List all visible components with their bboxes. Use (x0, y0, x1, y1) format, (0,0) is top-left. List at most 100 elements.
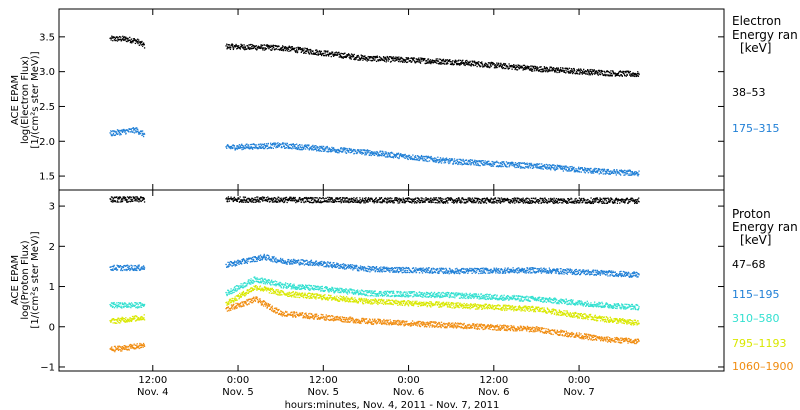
data-point (448, 59, 451, 62)
data-point (530, 67, 532, 69)
data-point (414, 268, 416, 271)
data-point (446, 271, 449, 274)
data-point (533, 65, 535, 67)
data-point (451, 270, 454, 273)
data-point (466, 200, 468, 202)
data-point (433, 197, 435, 199)
data-point (473, 270, 476, 272)
data-point (504, 63, 507, 65)
data-point (531, 65, 533, 67)
data-point (139, 196, 142, 199)
data-point (475, 201, 477, 204)
data-point (619, 75, 621, 77)
data-point (421, 158, 424, 160)
data-point (608, 170, 610, 172)
data-point (239, 48, 242, 50)
data-point (242, 196, 245, 198)
data-point (571, 198, 573, 200)
data-point (631, 200, 634, 202)
data-point (277, 199, 280, 201)
data-point (139, 43, 141, 45)
data-point (362, 267, 364, 269)
data-point (589, 69, 591, 71)
data-point (518, 162, 520, 164)
data-point (275, 199, 277, 201)
data-point (482, 164, 485, 166)
data-point (405, 57, 407, 59)
data-point (435, 161, 437, 163)
data-point (290, 144, 293, 147)
data-point (325, 148, 327, 150)
data-point (469, 267, 471, 270)
data-point (285, 146, 287, 149)
data-point (394, 154, 396, 156)
data-point (280, 47, 282, 49)
data-point (509, 164, 511, 167)
data-point (329, 149, 332, 151)
data-point (489, 162, 492, 165)
data-point (311, 202, 313, 204)
data-point (335, 51, 337, 53)
data-point (231, 262, 233, 264)
data-point (622, 198, 624, 200)
data-point (362, 199, 365, 202)
data-point (351, 264, 353, 266)
data-point (121, 266, 123, 268)
data-point (117, 265, 120, 267)
data-point (250, 143, 252, 146)
data-point (444, 63, 446, 65)
data-point (426, 199, 428, 201)
data-point (382, 59, 384, 62)
data-point (604, 170, 606, 173)
data-point (371, 200, 374, 203)
data-point (569, 72, 571, 74)
data-point (290, 47, 292, 49)
data-point (499, 202, 502, 204)
data-point (588, 70, 590, 72)
data-point (433, 159, 435, 161)
data-point (484, 62, 487, 64)
data-point (418, 155, 420, 158)
data-point (540, 70, 542, 73)
data-point (467, 61, 469, 63)
data-point (420, 156, 422, 158)
data-point (307, 52, 310, 54)
data-point (261, 257, 263, 259)
data-point (430, 271, 432, 273)
data-point (516, 197, 518, 199)
data-point (571, 71, 574, 73)
data-point (583, 197, 585, 200)
data-point (359, 151, 362, 153)
data-point (604, 173, 606, 175)
data-point (254, 260, 256, 262)
data-point (491, 160, 493, 163)
data-point (378, 270, 380, 273)
data-point (594, 197, 597, 200)
data-point (267, 145, 269, 147)
data-point (247, 146, 249, 148)
data-point (573, 200, 576, 202)
data-point (240, 260, 242, 263)
data-point (497, 200, 499, 202)
data-point (515, 200, 517, 202)
data-point (550, 66, 553, 69)
data-point (141, 266, 143, 268)
data-point (319, 197, 321, 199)
data-point (307, 49, 309, 51)
data-point (505, 164, 507, 166)
data-point (533, 166, 535, 169)
data-point (480, 199, 483, 201)
data-point (276, 198, 279, 200)
data-point (353, 58, 356, 60)
data-point (282, 200, 284, 202)
data-point (391, 152, 394, 154)
data-point (508, 67, 510, 69)
data-point (600, 69, 602, 72)
data-point (398, 157, 400, 159)
data-point (316, 201, 318, 203)
data-point (601, 202, 604, 204)
data-point (514, 202, 516, 204)
data-point (236, 200, 238, 202)
data-point (398, 202, 401, 204)
